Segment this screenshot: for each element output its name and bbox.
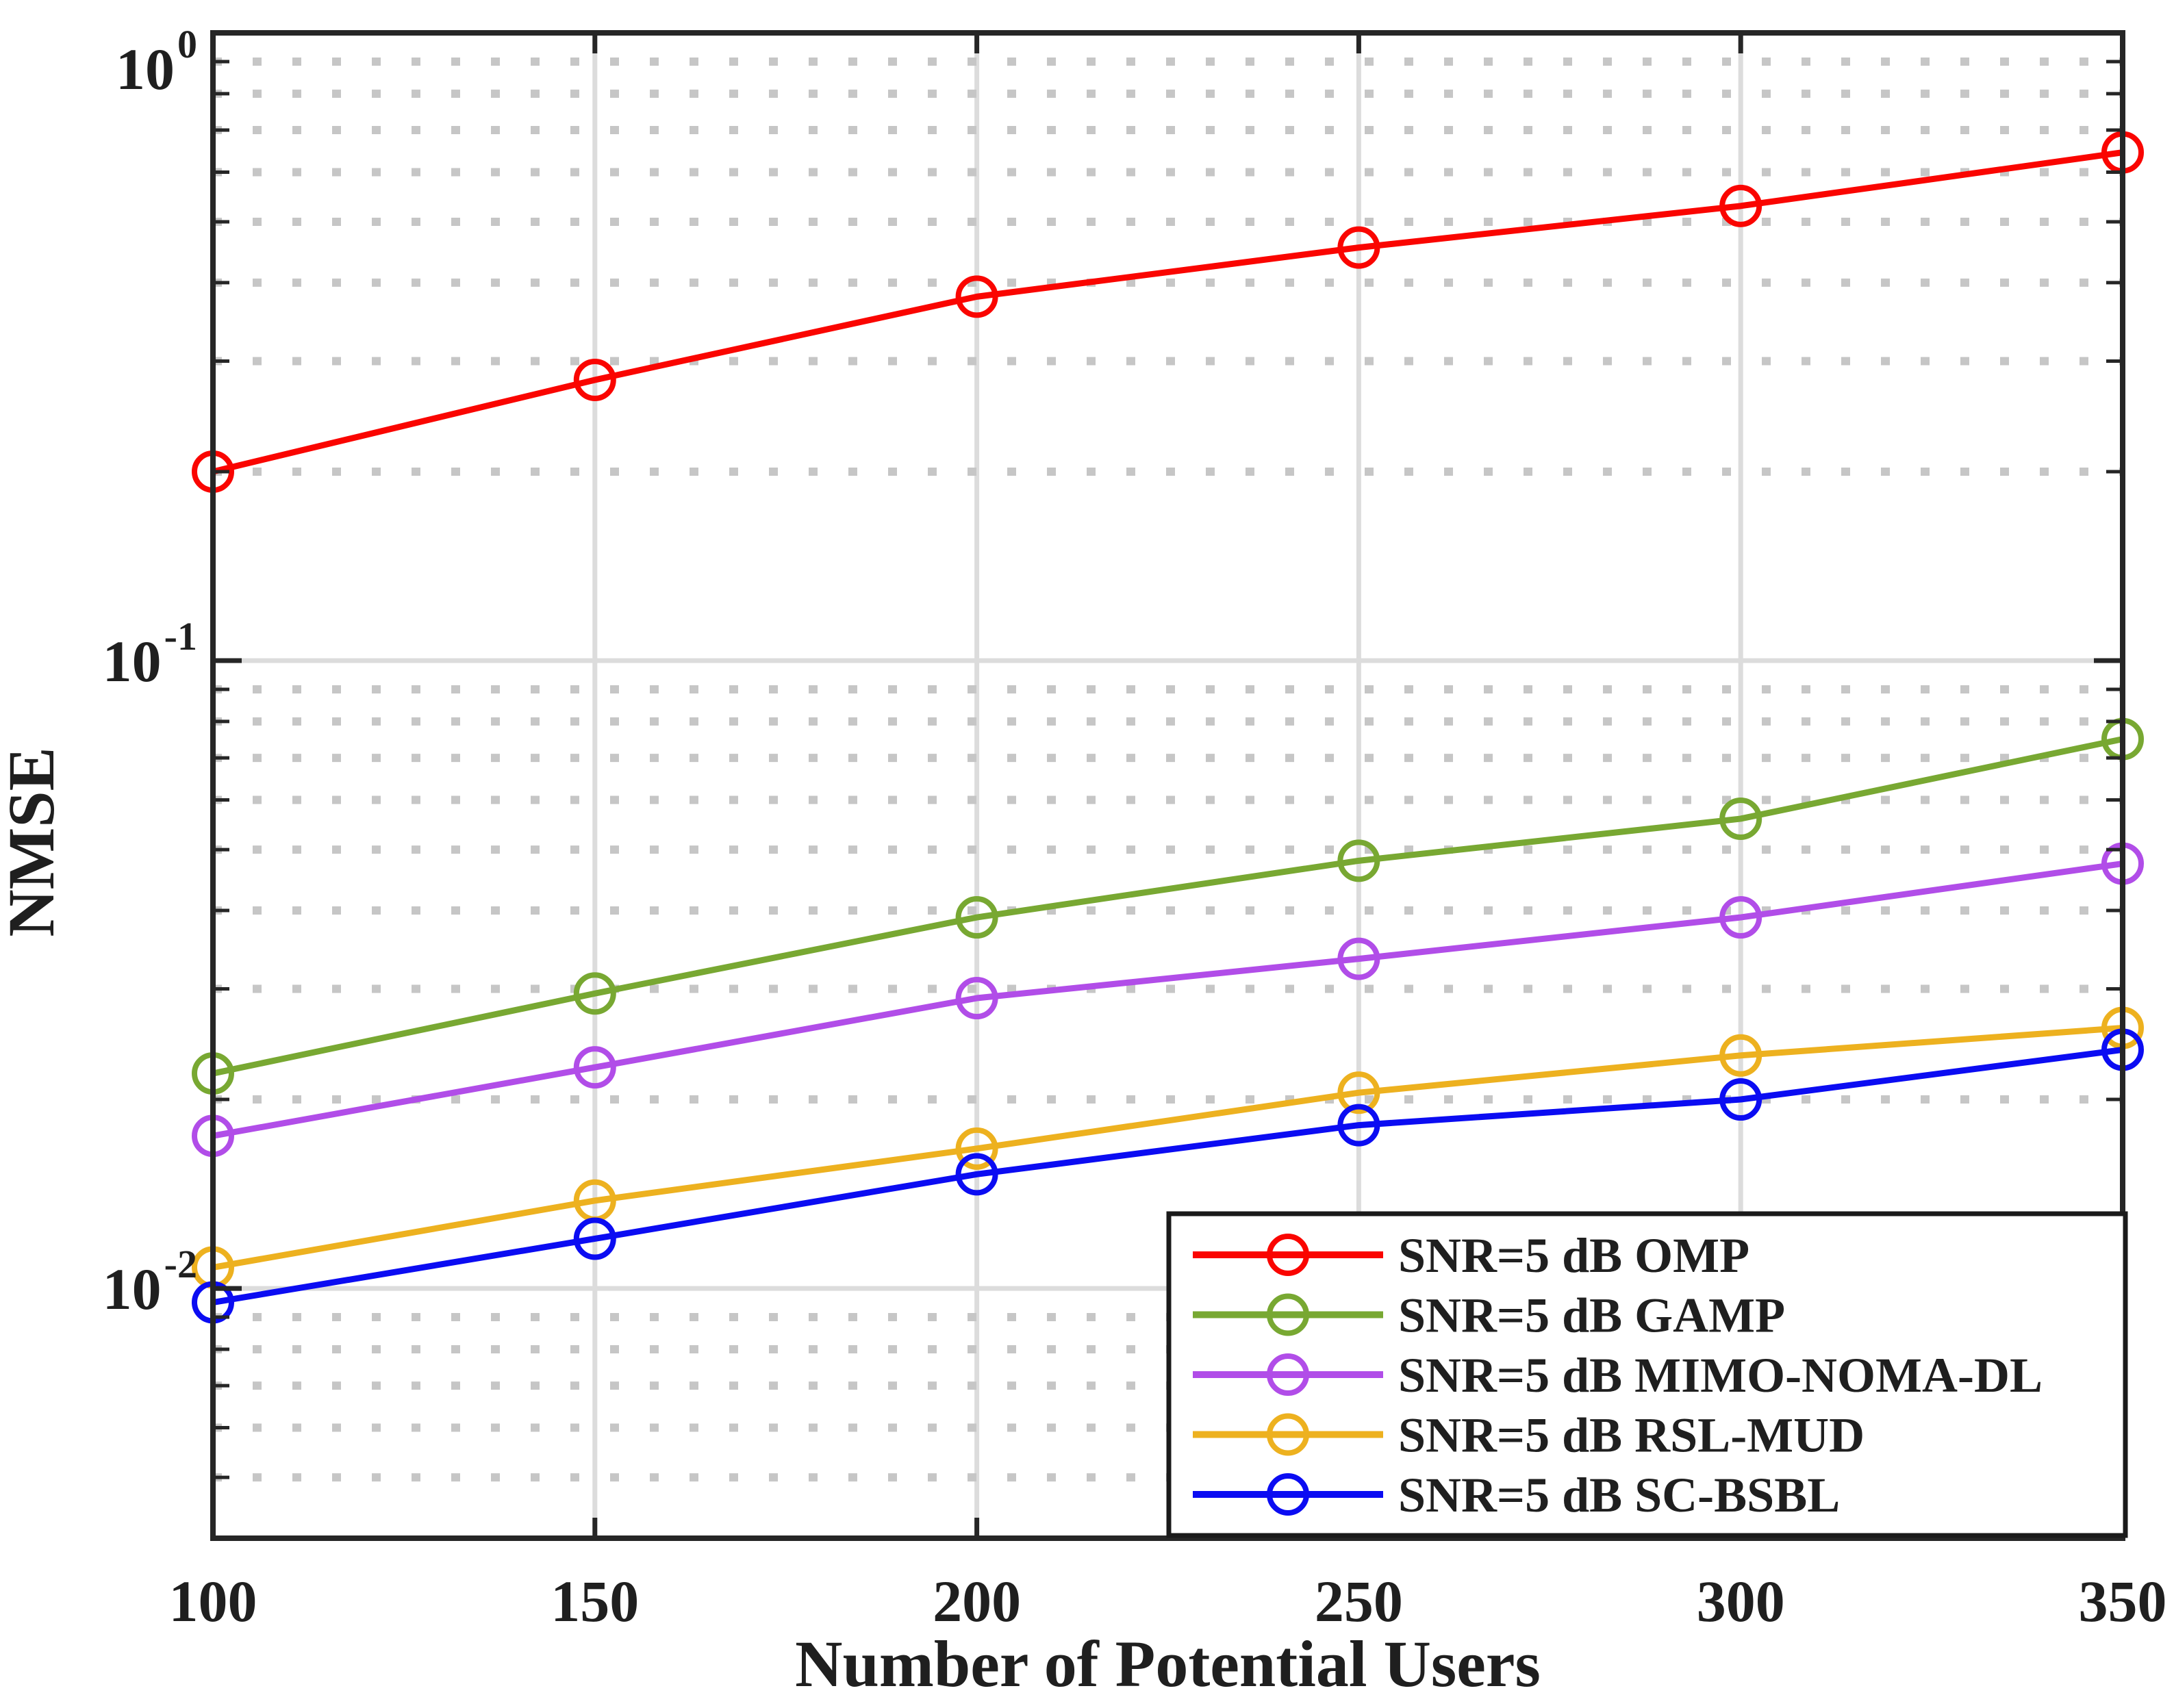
x-tick-label: 150 (551, 1568, 639, 1634)
series-marker-2 (955, 977, 998, 1020)
series-line-1 (212, 736, 2123, 1077)
series-marker-3 (1337, 1071, 1380, 1114)
legend-entry-label: SNR=5 dB OMP (1398, 1228, 1749, 1283)
series-marker-0 (573, 358, 616, 401)
series-marker-2 (573, 1046, 616, 1089)
x-tick-label: 300 (1697, 1568, 1785, 1634)
legend-entry-label: SNR=5 dB SC-BSBL (1398, 1468, 1840, 1522)
series-marker-0 (955, 275, 998, 318)
x-tick-label: 250 (1315, 1568, 1403, 1634)
x-tick-label: 100 (169, 1568, 257, 1634)
legend-entry-label: SNR=5 dB RSL-MUD (1398, 1408, 1865, 1463)
y-tick-label: 100 (116, 22, 197, 102)
legend-marker (1267, 1413, 1309, 1456)
series-marker-0 (1719, 184, 1762, 227)
series-marker-1 (1719, 797, 1762, 840)
y-tick-label: 10-2 (103, 1242, 197, 1322)
series-marker-1 (573, 972, 616, 1015)
series-marker-4 (573, 1217, 616, 1260)
series-marker-1 (1337, 839, 1380, 882)
series-marker-3 (955, 1127, 998, 1170)
series-line-4 (212, 1046, 2123, 1305)
legend-box (1166, 1211, 2128, 1538)
series-marker-3 (1719, 1034, 1762, 1077)
x-axis-title: Number of Potential Users (795, 1627, 1541, 1700)
series-marker-2 (1337, 937, 1380, 980)
y-tick-label: 10-1 (103, 614, 197, 694)
x-tick-label: 200 (933, 1568, 1021, 1634)
series-marker-4 (1337, 1104, 1380, 1147)
legend-entry-label: SNR=5 dB MIMO-NOMA-DL (1398, 1348, 2043, 1403)
plot-frame (210, 30, 2125, 1541)
series-marker-0 (1337, 226, 1380, 269)
legend-marker (1267, 1353, 1309, 1396)
series-marker-4 (955, 1153, 998, 1196)
series-line-0 (212, 149, 2123, 475)
series-line-3 (212, 1025, 2123, 1271)
legend-marker (1267, 1234, 1309, 1276)
x-tick-label: 350 (2079, 1568, 2167, 1634)
series-marker-2 (1719, 896, 1762, 939)
y-axis-title: NMSE (0, 747, 68, 936)
series-marker-4 (1719, 1078, 1762, 1121)
series-marker-1 (955, 896, 998, 939)
legend-entry-label: SNR=5 dB GAMP (1398, 1288, 1785, 1343)
legend-marker (1267, 1473, 1309, 1516)
series-line-2 (212, 861, 2123, 1139)
legend-marker (1267, 1293, 1309, 1336)
